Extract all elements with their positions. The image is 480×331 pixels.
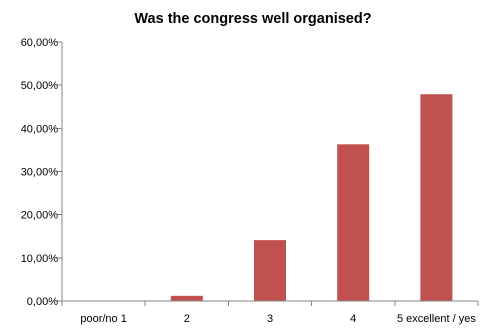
y-tick-label: 0,00% bbox=[27, 296, 58, 308]
bars bbox=[170, 94, 453, 302]
y-tick-label: 40,00% bbox=[21, 123, 59, 135]
y-tick-label: 20,00% bbox=[21, 210, 59, 222]
y-tick-label: 60,00% bbox=[21, 37, 59, 49]
y-axis-ticks: 0,00% 10,00% 20,00% 30,00% 40,00% 50,00% 60,00… bbox=[21, 37, 62, 308]
x-axis-ticks: poor/no 1 2 3 4 5 excellent / yes bbox=[61, 301, 479, 325]
bar-2 bbox=[170, 295, 203, 301]
x-tick-label: 3 bbox=[267, 313, 273, 325]
y-tick-label: 10,00% bbox=[21, 253, 59, 265]
bar-4 bbox=[337, 144, 370, 301]
x-tick-label: 4 bbox=[350, 313, 356, 325]
bar-3 bbox=[254, 240, 286, 301]
y-tick-label: 50,00% bbox=[21, 80, 59, 92]
y-tick-label: 30,00% bbox=[21, 167, 59, 179]
x-tick-label: poor/no 1 bbox=[80, 313, 126, 325]
x-tick-label: 2 bbox=[184, 313, 190, 325]
bar-5 bbox=[420, 94, 453, 302]
x-tick-label: 5 excellent / yes bbox=[397, 313, 476, 325]
chart-title: Was the congress well organised? bbox=[134, 11, 371, 27]
